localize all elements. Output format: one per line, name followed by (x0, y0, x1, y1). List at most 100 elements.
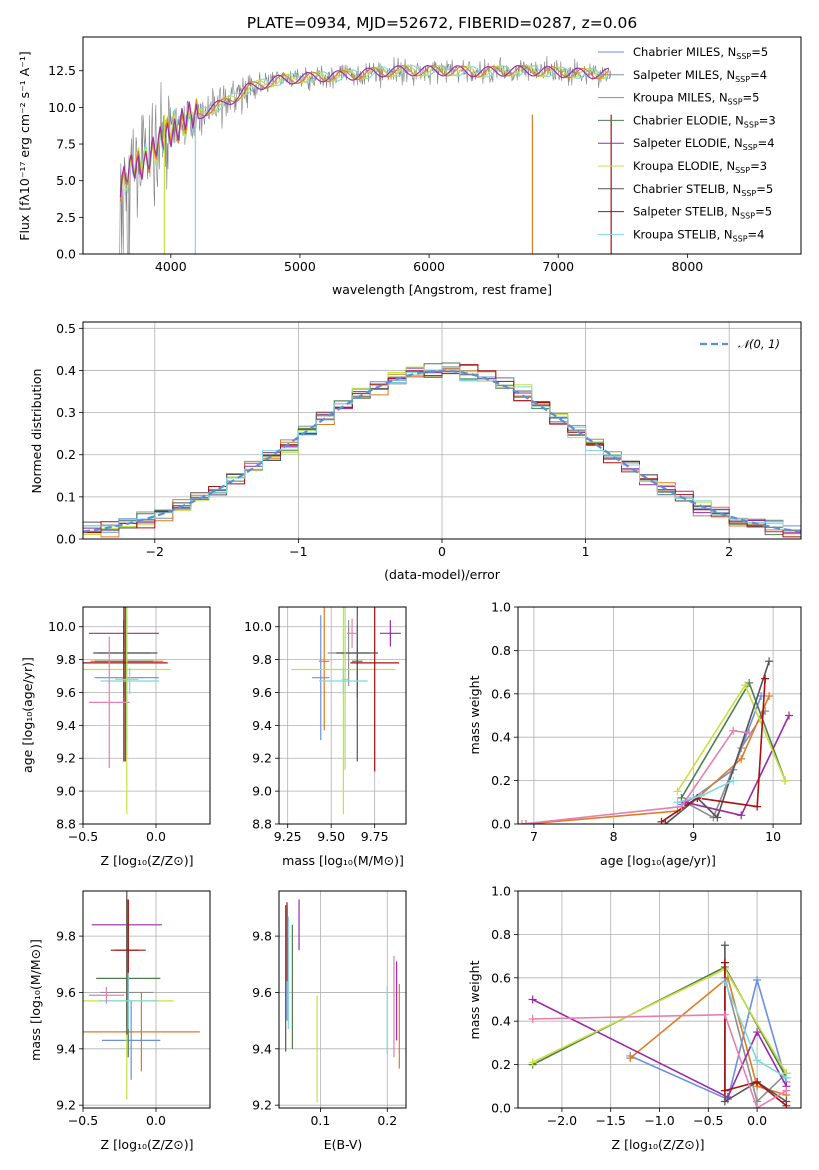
gridlines (82, 891, 210, 1108)
y-tick-label: 0.0 (56, 532, 76, 547)
plot-area (518, 657, 794, 824)
ticks (275, 935, 388, 1112)
mass-weight-marker (677, 802, 686, 811)
legend-subscript: SSP (743, 143, 758, 152)
y-tick-label: 0.4 (56, 363, 76, 378)
plot-area (83, 891, 200, 1100)
legend-subscript: SSP (733, 234, 748, 243)
y-tick-label: 5.0 (56, 173, 76, 188)
x-tick-label: 8000 (671, 259, 703, 274)
mass-weight-marker (729, 776, 738, 785)
massweight-vs-age-panel: age [log₁₀(age/yr)] mass weight 7 8 9 10 0.0… (467, 600, 802, 868)
mass-weight-line (664, 661, 770, 824)
y-tick-label: 9.6 (252, 685, 272, 700)
ticks (79, 935, 157, 1112)
y-tick-label: 0.5 (56, 321, 76, 336)
mass-weight-marker (782, 1101, 791, 1108)
x-tick-label: 9.50 (317, 829, 345, 844)
y-tick-label: 0.4 (491, 730, 511, 745)
mass-weight-marker (673, 798, 682, 807)
y-tick-label: 9.4 (252, 718, 272, 733)
y-tick-label: 10.0 (48, 100, 76, 115)
x-tick-label: −2.0 (547, 1113, 577, 1128)
x-tick-label: 7 (530, 829, 538, 844)
age-vs-mass-xlabel: mass [log₁₀(M/M⊙)] (282, 853, 404, 868)
x-tick-label: −0.5 (68, 1113, 98, 1128)
mass-weight-marker (782, 1086, 791, 1095)
y-tick-label: 9.2 (252, 751, 272, 766)
mass-weight-marker (518, 820, 526, 824)
x-tick-label: 10 (765, 829, 781, 844)
legend-entry: Salpeter ELODIE, NSSP=4 (633, 136, 775, 152)
x-tick-label: −0.5 (693, 1113, 723, 1128)
mass-weight-marker (761, 674, 770, 683)
legend-entry: Kroupa ELODIE, NSSP=3 (633, 159, 767, 175)
mass-weight-marker (528, 995, 537, 1004)
mass-weight-marker (720, 1097, 729, 1106)
mass-vs-ebv-xlabel: E(B-V) (324, 1137, 363, 1152)
y-tick-label: 0.2 (491, 773, 511, 788)
y-tick-label: 12.5 (48, 63, 76, 78)
x-tick-label: −0.5 (68, 829, 98, 844)
mass-weight-marker (753, 1104, 762, 1108)
mass-vs-ebv-panel: E(B-V) 0.1 0.2 9.2 9.4 9.6 9.8 (252, 890, 407, 1152)
y-tick-label: 0.2 (491, 1057, 511, 1072)
y-tick-label: 9.8 (56, 929, 76, 944)
mass-weight-marker (657, 817, 666, 824)
mass-weight-marker (521, 820, 530, 824)
y-tick-label: 9.6 (252, 985, 272, 1000)
ticks (79, 70, 688, 258)
massweight-vs-z-xlabel: Z [log₁₀(Z/Z⊙)] (612, 1137, 705, 1152)
y-tick-label: 9.2 (56, 1098, 76, 1113)
y-tick-label: 0.6 (491, 970, 511, 985)
legend-entry: Kroupa MILES, NSSP=5 (633, 91, 759, 107)
mass-weight-marker (528, 1015, 537, 1024)
massweight-vs-age-ylabel: mass weight (467, 675, 482, 754)
mass-vs-z-ylabel: mass [log₁₀(M/M⊙)] (28, 939, 43, 1061)
massweight-vs-age-xlabel: age [log₁₀(age/yr)] (600, 853, 716, 868)
legend-subscript: SSP (728, 98, 743, 107)
massweight-vs-z-panel: Z [log₁₀(Z/Z⊙)] mass weight −2.0 −1.5 −1.0… (467, 884, 802, 1152)
mass-weight-line (532, 1013, 787, 1108)
mass-weight-marker (720, 941, 729, 950)
y-tick-label: 0.3 (56, 405, 76, 420)
mass-weight-marker (626, 1054, 635, 1063)
model-spectrum-line (119, 64, 610, 203)
mass-weight-marker (765, 657, 774, 666)
y-tick-label: 10.0 (48, 619, 76, 634)
y-tick-label: 9.4 (56, 718, 76, 733)
legend-entry: Chabrier MILES, NSSP=5 (633, 45, 768, 61)
mass-weight-marker (720, 1086, 729, 1095)
y-tick-label: 0.2 (56, 447, 76, 462)
legend-value: =5 (756, 182, 773, 196)
spectrum-xlabel: wavelength [Angstrom, rest frame] (332, 282, 552, 297)
x-tick-label: −1 (289, 544, 307, 559)
legend-subscript: SSP (741, 189, 756, 198)
residuals-ylabel: Normed distribution (29, 369, 44, 494)
mass-weight-line (521, 729, 750, 824)
y-tick-label: 8.8 (252, 817, 272, 832)
mass-weight-marker (697, 791, 706, 800)
mass-weight-marker (673, 787, 682, 796)
x-tick-label: 0 (438, 544, 446, 559)
model-spectrum-line (119, 64, 609, 198)
x-tick-label: 4000 (155, 259, 187, 274)
legend-entry: Salpeter STELIB, NSSP=5 (633, 205, 772, 221)
mass-weight-marker (753, 975, 762, 984)
x-tick-label: 0.0 (146, 1113, 166, 1128)
x-tick-label: 2 (725, 544, 733, 559)
residuals-panel: (data-model)/error Normed distribution −… (29, 321, 802, 582)
legend-value: =5 (751, 45, 768, 59)
mass-weight-line (724, 962, 787, 1107)
spectrum-panel: PLATE=0934, MJD=52672, FIBERID=0287, z=0… (17, 14, 802, 297)
model-spectrum-line (119, 64, 610, 202)
y-tick-label: 0.0 (491, 817, 511, 832)
axes-frame (517, 606, 802, 825)
mass-weight-line (629, 976, 787, 1096)
axes-frame (82, 321, 802, 540)
x-tick-label: 9.75 (361, 829, 389, 844)
legend-entry: Salpeter MILES, NSSP=4 (633, 68, 767, 84)
ticks (514, 606, 774, 828)
normal-curve-line (83, 369, 801, 533)
